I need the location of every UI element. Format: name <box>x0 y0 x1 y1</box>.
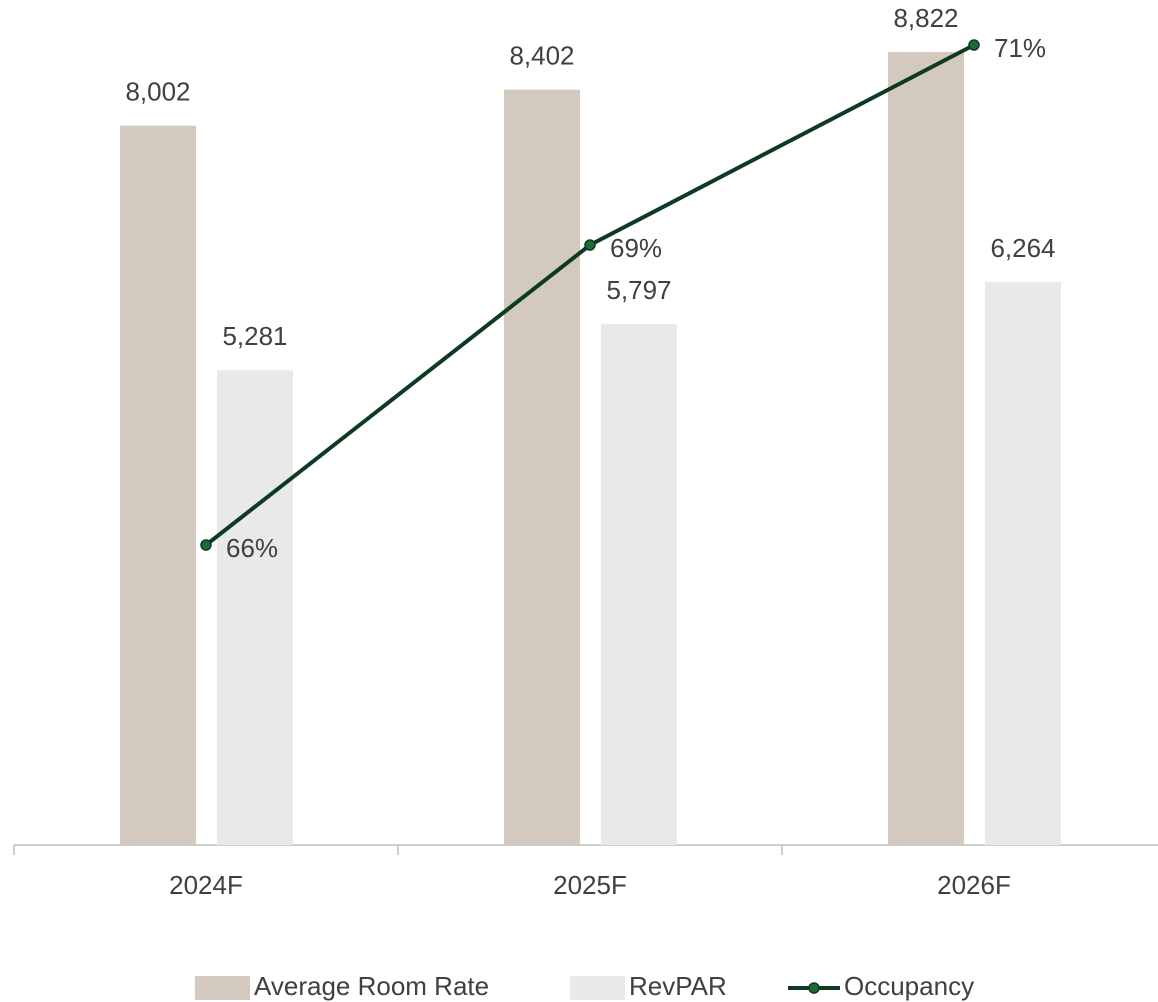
data-label: 5,797 <box>606 275 671 305</box>
data-label: 8,402 <box>509 41 574 71</box>
line-marker <box>968 39 980 51</box>
legend-swatch <box>808 982 820 994</box>
bar <box>985 281 1061 845</box>
bar <box>888 51 964 846</box>
line <box>204 43 975 547</box>
x-tick-label: 2024F <box>169 870 243 900</box>
data-label: 6,264 <box>990 233 1055 263</box>
legend-swatch <box>195 976 250 1000</box>
bar <box>601 323 677 845</box>
legend-label: RevPAR <box>629 971 727 1001</box>
x-tick-label: 2026F <box>937 870 1011 900</box>
data-label: 5,281 <box>222 321 287 351</box>
legend-label: Average Room Rate <box>254 971 489 1001</box>
bar <box>504 89 580 846</box>
data-label: 66% <box>226 533 278 563</box>
data-label: 8,822 <box>893 3 958 33</box>
legend-swatch <box>570 976 625 1000</box>
line-marker <box>584 239 596 251</box>
data-label: 71% <box>994 33 1046 63</box>
legend-label: Occupancy <box>844 971 974 1001</box>
bar <box>120 125 196 846</box>
line-marker <box>200 539 212 551</box>
x-tick-label: 2025F <box>553 870 627 900</box>
data-label: 69% <box>610 233 662 263</box>
data-label: 8,002 <box>125 77 190 107</box>
bar <box>217 370 293 845</box>
